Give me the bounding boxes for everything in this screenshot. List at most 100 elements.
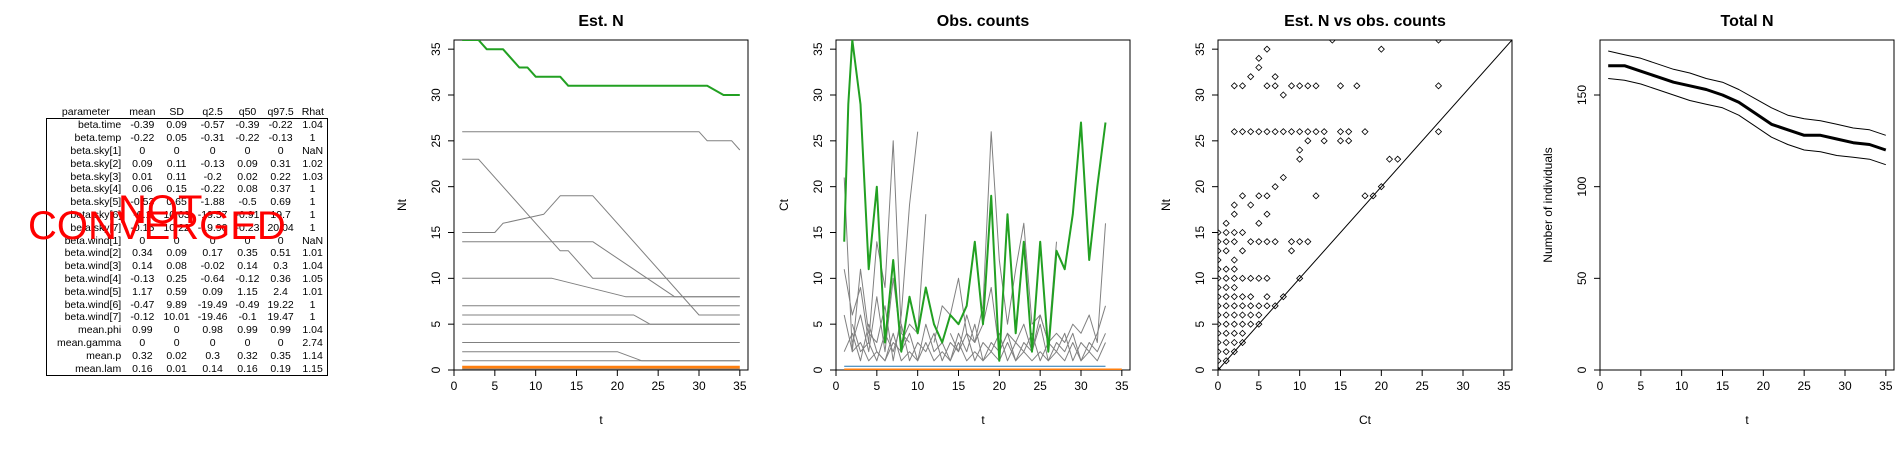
table-cell: 1 — [309, 298, 316, 311]
scatter-point — [1238, 247, 1247, 255]
scatter-point — [1255, 63, 1263, 72]
x-tick-label: 5 — [873, 379, 880, 393]
scatter-point — [1222, 357, 1230, 365]
table-cell: 0.59 — [166, 285, 187, 298]
scatter-point — [1434, 40, 1443, 44]
table-cell: 0.99 — [270, 324, 291, 337]
table-cell: 19.22 — [267, 298, 294, 311]
scatter-point — [1263, 302, 1271, 310]
scatter-point — [1238, 302, 1247, 310]
parameter-name-cell: beta.wind[5] — [64, 285, 122, 298]
table-header-cell: Rhat — [301, 106, 324, 118]
table-cell: -0.22 — [268, 119, 293, 132]
scatter-point — [1218, 320, 1222, 328]
table-header-cell: parameter — [61, 106, 110, 118]
scatter-point — [1255, 219, 1263, 227]
scatter-point — [1345, 128, 1353, 136]
table-cell: 0 — [277, 234, 284, 247]
parameter-name-cell: mean.lam — [75, 362, 122, 375]
scatter-point — [1230, 311, 1238, 319]
scatter-point — [1238, 82, 1247, 90]
table-cell: 0.09 — [132, 157, 153, 170]
scatter-point — [1255, 128, 1263, 136]
scatter-point — [1230, 256, 1238, 264]
table-cell: -0.13 — [200, 157, 225, 170]
x-tick-label: 20 — [1375, 379, 1389, 393]
y-tick-label: 10 — [1193, 271, 1207, 285]
table-cell: 0.69 — [270, 196, 291, 209]
y-tick-label: 25 — [811, 134, 825, 148]
scatter-point — [1238, 274, 1247, 282]
scatter-point — [1312, 192, 1320, 200]
scatter-point — [1320, 137, 1328, 145]
x-tick-label: 30 — [1074, 379, 1088, 393]
table-cell: 0.99 — [132, 324, 153, 337]
table-cell: -0.12 — [130, 311, 155, 324]
parameter-name-cell: beta.sky[5] — [70, 196, 122, 209]
plot-frame — [1217, 39, 1513, 371]
scatter-point — [1247, 311, 1255, 319]
scatter-point — [1263, 45, 1271, 53]
table-cell: -0.53 — [130, 196, 155, 209]
parameter-name-cell: beta.sky[7] — [70, 221, 122, 234]
series-line-gray — [462, 195, 740, 316]
series-line-gray — [462, 158, 740, 279]
table-row: beta.sky[2] 0.09 0.11 -0.13 0.09 0.31 1.02 — [47, 157, 328, 170]
y-tick-label: 15 — [1193, 226, 1207, 240]
x-tick-label: 15 — [952, 379, 966, 393]
y-tick-label: 25 — [1193, 134, 1207, 148]
scatter-point — [1218, 293, 1222, 301]
table-cell: -0.39 — [235, 119, 260, 132]
parameter-name-cell: beta.wind[7] — [64, 311, 122, 324]
y-tick-label: 15 — [811, 226, 825, 240]
scatter-point — [1255, 274, 1263, 282]
table-row: beta.wind[3] 0.14 0.08 -0.02 0.14 0.3 1.04 — [47, 260, 328, 273]
table-cell: 0.51 — [270, 247, 291, 260]
scatter-point — [1222, 293, 1230, 301]
scatter-point — [1238, 228, 1247, 237]
scatter-point — [1255, 192, 1263, 200]
series-line-gray — [462, 131, 741, 151]
chart-panel-2: Obs. counts 0 5 10 15 20 25 30 35 0 5 10 15 20 25 30 35 t… — [777, 13, 1131, 427]
y-axis-label: Ct — [777, 198, 791, 211]
scatter-point — [1247, 320, 1255, 328]
y-tick-label: 25 — [429, 134, 443, 148]
table-row: beta.sky[3] 0.01 0.11 -0.2 0.02 0.22 1.03 — [47, 170, 328, 183]
scatter-point — [1218, 228, 1222, 237]
scatter-point — [1320, 128, 1328, 136]
scatter-point — [1230, 320, 1238, 328]
scatter-point — [1222, 265, 1230, 273]
table-cell: 0 — [139, 144, 146, 157]
table-cell: 0.35 — [237, 247, 258, 260]
y-tick-label: 100 — [1575, 176, 1589, 196]
chart-title: Obs. counts — [937, 13, 1030, 30]
scatter-point — [1271, 128, 1279, 136]
table-cell: 1.03 — [302, 170, 323, 183]
scatter-point — [1296, 82, 1304, 90]
table-row: beta.temp -0.22 0.05 -0.31 -0.22 -0.13 1 — [47, 132, 328, 145]
table-cell: -0.64 — [200, 272, 225, 285]
table-cell: 10.01 — [163, 311, 190, 324]
series-line-gray — [851, 305, 1106, 362]
table-header-cell: q2.5 — [202, 106, 223, 118]
scatter-point — [1287, 247, 1296, 255]
scatter-point — [1230, 348, 1238, 356]
y-tick-label: 35 — [811, 42, 825, 56]
series-line-gray — [851, 214, 927, 353]
table-cell: 0.14 — [132, 260, 153, 273]
table-cell: 0 — [277, 336, 284, 349]
scatter-point — [1218, 265, 1222, 273]
scatter-point — [1238, 338, 1247, 347]
series-line-gray — [462, 277, 740, 298]
x-tick-label: 35 — [1115, 379, 1129, 393]
x-tick-label: 20 — [1757, 379, 1771, 393]
scatter-point — [1255, 54, 1263, 62]
table-cell: 0.09 — [166, 247, 187, 260]
identity-line — [1218, 40, 1512, 370]
scatter-point — [1247, 274, 1255, 282]
series-line-green — [843, 40, 1107, 362]
scatter-point — [1263, 128, 1271, 136]
table-cell: NaN — [302, 234, 324, 247]
parameter-name-cell: beta.temp — [74, 132, 122, 145]
